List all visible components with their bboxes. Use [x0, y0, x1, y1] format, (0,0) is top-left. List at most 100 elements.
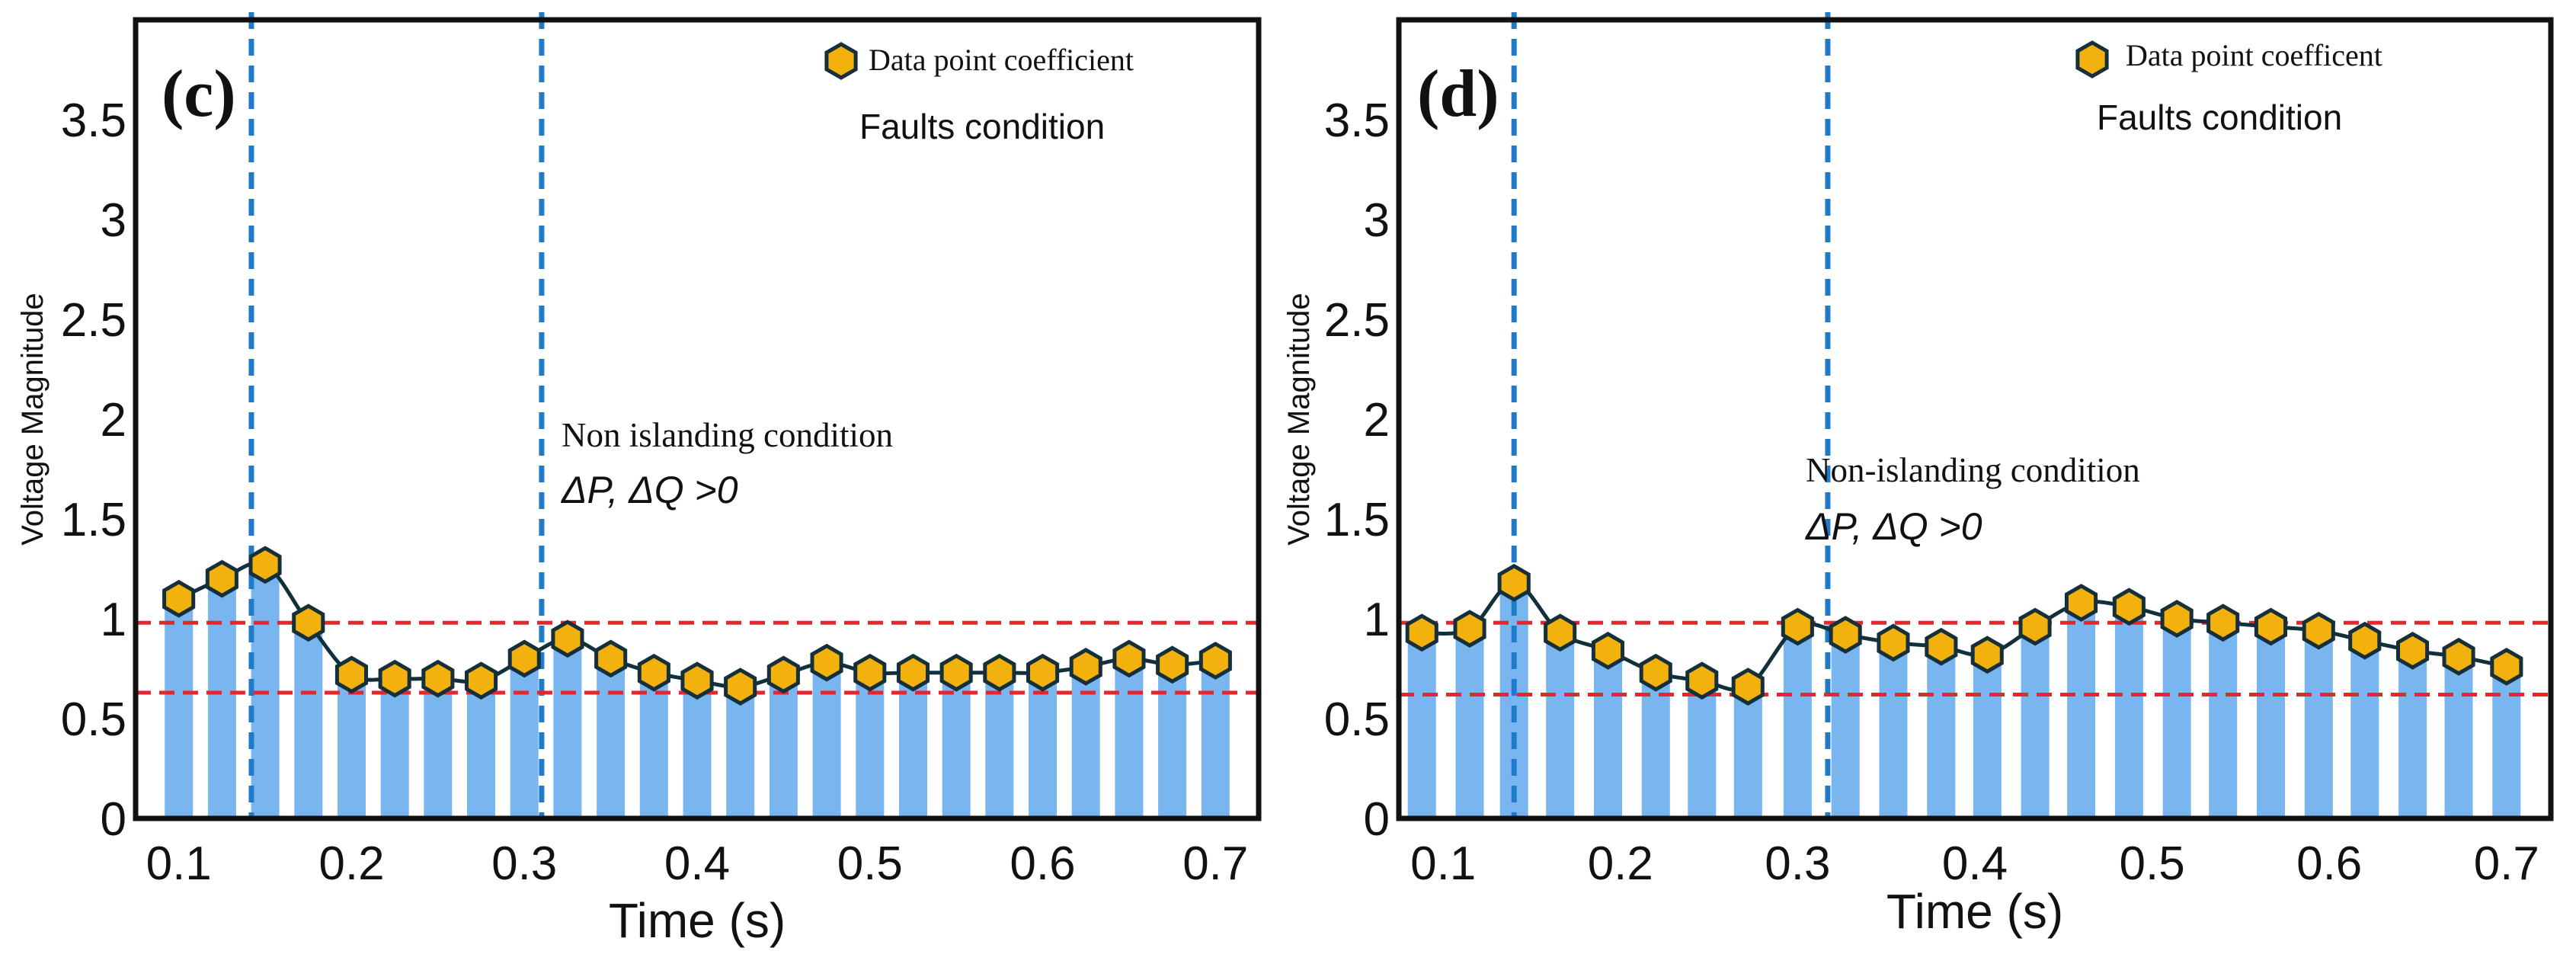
y-tick-label: 1.5 — [1324, 494, 1390, 546]
y-axis-label: Voltage Magnitude — [1282, 293, 1316, 545]
bar — [1879, 642, 1908, 818]
bar — [1927, 646, 1956, 818]
bar — [1455, 629, 1484, 818]
bar — [769, 674, 798, 818]
bar — [683, 680, 712, 818]
data-points — [162, 546, 1232, 706]
x-tick-labels: 0.1 0.2 0.3 0.4 0.5 0.6 0.7 — [1410, 837, 2539, 890]
data-point — [2018, 607, 2052, 646]
y-tick-label: 2.5 — [61, 294, 126, 347]
y-tick-label: 3.5 — [61, 94, 126, 147]
data-point — [1685, 661, 1719, 700]
data-point — [1829, 616, 1862, 654]
x-tick-label: 0.4 — [1942, 837, 2008, 890]
data-point — [810, 643, 843, 682]
data-point — [2160, 600, 2194, 638]
bar — [2021, 626, 2050, 818]
condition-label: Faults condition — [2097, 98, 2342, 137]
x-tick-label: 0.3 — [491, 837, 557, 890]
data-point — [2112, 588, 2146, 626]
y-tick-label: 1 — [101, 594, 126, 646]
data-point — [1877, 623, 1910, 662]
bar — [424, 678, 453, 818]
data-point — [162, 579, 196, 618]
bar — [2492, 666, 2521, 818]
y-tick-label: 0.5 — [1324, 693, 1390, 746]
x-tick-label: 0.6 — [1010, 837, 1075, 890]
bar — [1158, 664, 1187, 818]
x-tick-label: 0.7 — [1182, 837, 1248, 890]
bar — [942, 672, 971, 818]
bar — [1071, 666, 1100, 818]
data-point — [205, 559, 238, 598]
bar — [553, 639, 582, 818]
y-tick-label: 2 — [101, 394, 126, 447]
data-point — [2206, 604, 2240, 642]
data-point — [1731, 668, 1765, 706]
data-point — [637, 653, 670, 692]
x-tick-label: 0.6 — [2296, 837, 2362, 890]
data-point — [1069, 648, 1102, 686]
bar — [1688, 680, 1717, 818]
data-point — [896, 653, 930, 692]
y-tick-label: 2 — [1364, 394, 1390, 447]
annotation-line-2: ΔP, ΔQ >0 — [1805, 505, 1982, 548]
bars — [1407, 582, 2521, 818]
data-point — [1156, 645, 1189, 684]
data-point — [248, 546, 282, 584]
data-points — [1405, 563, 2523, 706]
data-point — [2442, 637, 2475, 676]
bar — [1029, 672, 1057, 818]
x-tick-label: 0.1 — [1410, 837, 1476, 890]
data-point — [2065, 584, 2098, 622]
bar — [899, 672, 927, 818]
data-point — [983, 653, 1016, 692]
data-point — [292, 604, 325, 642]
x-axis-label: Time (s) — [609, 893, 786, 948]
bar — [812, 662, 841, 818]
x-tick-label: 0.2 — [1588, 837, 1653, 890]
bar — [338, 674, 366, 818]
bar — [2398, 650, 2427, 818]
bar — [1546, 632, 1575, 818]
y-tick-label: 0 — [1364, 793, 1390, 846]
data-point — [2348, 621, 2382, 660]
x-tick-labels: 0.1 0.2 0.3 0.4 0.5 0.6 0.7 — [146, 837, 1249, 890]
x-tick-label: 0.1 — [146, 837, 212, 890]
y-tick-label: 3 — [1364, 194, 1390, 247]
bar — [1594, 650, 1622, 818]
y-tick-label: 1.5 — [61, 494, 126, 546]
data-point — [1497, 563, 1531, 602]
bars — [165, 565, 1230, 818]
series-line — [1422, 581, 2507, 692]
annotation-line-2: ΔP, ΔQ >0 — [561, 469, 738, 511]
bar — [856, 672, 885, 818]
data-point — [1925, 627, 1958, 666]
bar — [985, 672, 1014, 818]
bar — [1831, 635, 1860, 818]
bar — [1783, 626, 1812, 818]
bar — [597, 658, 626, 818]
bar — [2444, 656, 2473, 818]
data-point — [1781, 607, 1814, 646]
bar — [2257, 626, 2285, 818]
data-point — [334, 655, 368, 694]
x-tick-label: 0.3 — [1765, 837, 1830, 890]
x-tick-label: 0.4 — [664, 837, 730, 890]
bar — [207, 578, 236, 818]
y-tick-label: 0 — [101, 793, 126, 846]
bar — [726, 687, 755, 818]
bar — [165, 598, 194, 818]
x-tick-label: 0.7 — [2474, 837, 2539, 890]
y-axis-label: Voltage Magnitude — [16, 293, 50, 545]
data-point — [766, 655, 800, 694]
data-point — [1198, 642, 1232, 680]
x-axis-label: Time (s) — [1886, 884, 2063, 939]
data-point — [1639, 653, 1672, 692]
data-point — [724, 668, 757, 706]
bar — [2162, 619, 2191, 818]
annotation-line-1: Non-islanding condition — [1806, 451, 2140, 489]
plot-frame — [1396, 17, 2554, 821]
bar — [1641, 672, 1670, 818]
data-point — [1026, 653, 1060, 692]
